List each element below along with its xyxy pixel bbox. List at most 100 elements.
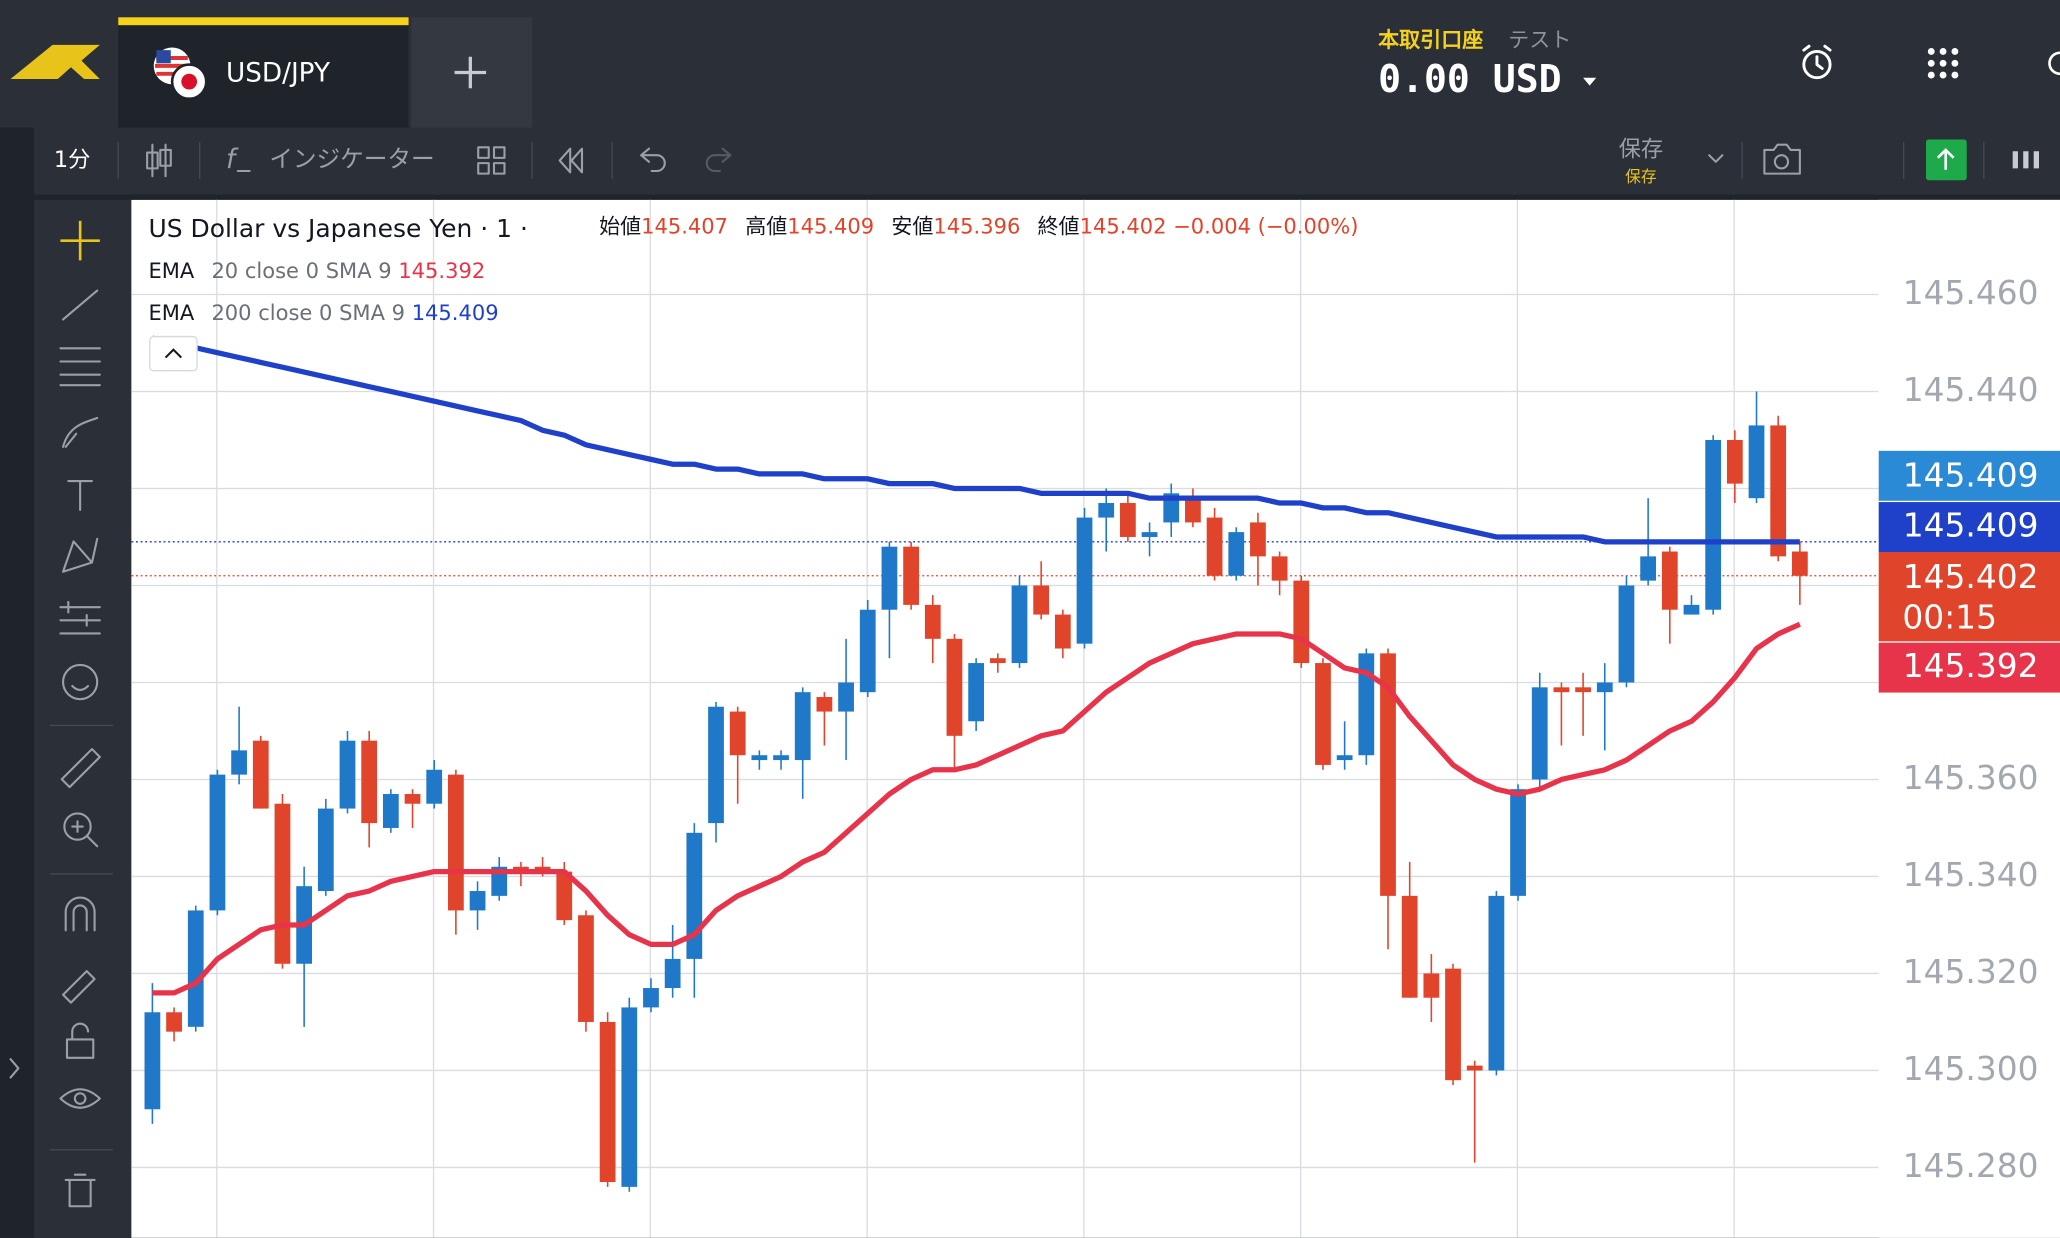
forecast-tool[interactable] xyxy=(59,600,101,635)
chart-type-button[interactable] xyxy=(146,143,172,178)
delete-tool[interactable] xyxy=(64,1173,96,1208)
candle-body xyxy=(816,697,833,712)
candle-body xyxy=(859,609,876,693)
candle-body xyxy=(924,604,941,639)
candle-body xyxy=(339,740,356,809)
brush-tool[interactable] xyxy=(62,416,99,448)
high-value: 145.409 xyxy=(787,213,874,238)
alarm-button[interactable] xyxy=(1802,44,1832,80)
fib-tool[interactable] xyxy=(59,347,101,387)
ema-line xyxy=(152,621,1801,996)
candle-body xyxy=(1640,556,1657,581)
logo[interactable] xyxy=(10,44,100,80)
candle-body xyxy=(1596,682,1613,693)
candle-body xyxy=(447,774,464,911)
ruler-tool[interactable] xyxy=(60,748,101,789)
candle-body xyxy=(1119,503,1136,537)
ema20-name: EMA xyxy=(148,258,194,283)
layout-button[interactable] xyxy=(477,146,506,175)
candle-body xyxy=(1661,551,1678,610)
low-value: 145.396 xyxy=(933,213,1020,238)
symbol-label: USD/JPY xyxy=(226,58,331,88)
expand-sidebar[interactable] xyxy=(9,1058,20,1079)
replay-button[interactable] xyxy=(558,147,584,174)
candle-body xyxy=(1791,551,1808,576)
candle-body xyxy=(1206,517,1223,576)
high-label: 高値 xyxy=(745,213,787,238)
alarm-hands xyxy=(1802,44,1832,70)
pattern-tool[interactable] xyxy=(62,537,99,573)
close-label: 終値 xyxy=(1038,213,1080,238)
ohlc-legend: 始値145.407 高値145.409 安値145.396 終値145.402 … xyxy=(599,213,1358,238)
lock-drawing-tool[interactable] xyxy=(62,970,96,1004)
chart-area xyxy=(131,199,2060,1238)
interval-button[interactable]: 1分 xyxy=(54,147,91,173)
candle-body xyxy=(1054,614,1071,649)
ema20-params: 20 close 0 SMA 9 xyxy=(211,258,391,283)
ema200-params: 200 close 0 SMA 9 xyxy=(211,300,405,325)
lock-tool[interactable] xyxy=(65,1038,95,1059)
candle-body xyxy=(599,1021,616,1183)
candle-body xyxy=(469,891,486,911)
account-mode: テスト xyxy=(1508,27,1571,52)
zoom-tool[interactable] xyxy=(63,812,92,841)
save-button[interactable]: 保存 xyxy=(1619,136,1664,162)
candle-body xyxy=(1076,517,1093,644)
candle-body xyxy=(317,808,334,892)
candle-body xyxy=(1011,585,1028,664)
cursor-tool[interactable] xyxy=(60,220,100,261)
emoji-tool[interactable] xyxy=(62,663,99,701)
apps-button[interactable] xyxy=(1927,48,1959,79)
redo-button[interactable] xyxy=(705,147,732,173)
candle-body xyxy=(1358,653,1375,756)
low-label: 安値 xyxy=(891,213,933,238)
toolbar-separators xyxy=(117,142,1985,179)
collapse-legend[interactable] xyxy=(149,335,198,372)
balance[interactable]: 0.00 USD xyxy=(1378,57,1561,101)
candle-body xyxy=(1531,687,1548,780)
candle-body xyxy=(144,1012,161,1110)
candle-body xyxy=(1445,968,1461,1081)
text-tool[interactable] xyxy=(67,480,94,512)
indicators-button[interactable]: インジケーター xyxy=(269,145,434,173)
close-badge xyxy=(1878,551,2060,642)
y-tick-label: 145.280 xyxy=(1903,1147,2039,1185)
candle-body xyxy=(751,755,768,761)
candle-body xyxy=(1770,425,1787,557)
candle-body xyxy=(946,638,963,736)
candle-body xyxy=(1510,789,1526,896)
ema20-badge xyxy=(1878,642,2060,693)
candle-body xyxy=(274,803,291,964)
collapse-chevron xyxy=(164,348,183,359)
panel-button[interactable] xyxy=(2012,151,2039,169)
high-badge-label: 145.409 xyxy=(1903,457,2039,495)
us-flag-canton xyxy=(156,50,171,64)
zoom-tool-glyph xyxy=(71,820,99,848)
candle-body xyxy=(1423,973,1440,998)
screenshot-button[interactable] xyxy=(1763,143,1801,175)
profile-icon[interactable] xyxy=(2048,51,2060,76)
candle-body xyxy=(1575,687,1591,693)
side-rail xyxy=(0,127,35,1238)
price-badges: 145.409 145.409 145.402 00:15 145.392 xyxy=(1878,450,2060,693)
countdown: 00:15 xyxy=(1902,599,1997,637)
ema200-badge xyxy=(1878,502,2060,552)
y-tick-label: 145.360 xyxy=(1903,759,2039,797)
save-dropdown[interactable] xyxy=(1708,154,1724,163)
magnet-tool[interactable] xyxy=(64,896,96,932)
ema20-legend: EMA 20 close 0 SMA 9 145.392 xyxy=(148,258,485,283)
ema-line xyxy=(151,335,1800,545)
price-axis xyxy=(1878,199,2060,1238)
change-value: −0.004 (−0.00%) xyxy=(1173,213,1358,238)
candle-body xyxy=(1336,755,1353,761)
candle-body xyxy=(643,988,659,1008)
candle-body xyxy=(1466,1065,1483,1071)
add-icon xyxy=(454,56,487,89)
undo-button[interactable] xyxy=(640,147,666,173)
line-tool[interactable] xyxy=(62,289,99,321)
y-tick-label: 145.460 xyxy=(1903,274,2039,312)
visibility-tool[interactable] xyxy=(59,1088,101,1109)
candle-body xyxy=(1683,604,1700,615)
